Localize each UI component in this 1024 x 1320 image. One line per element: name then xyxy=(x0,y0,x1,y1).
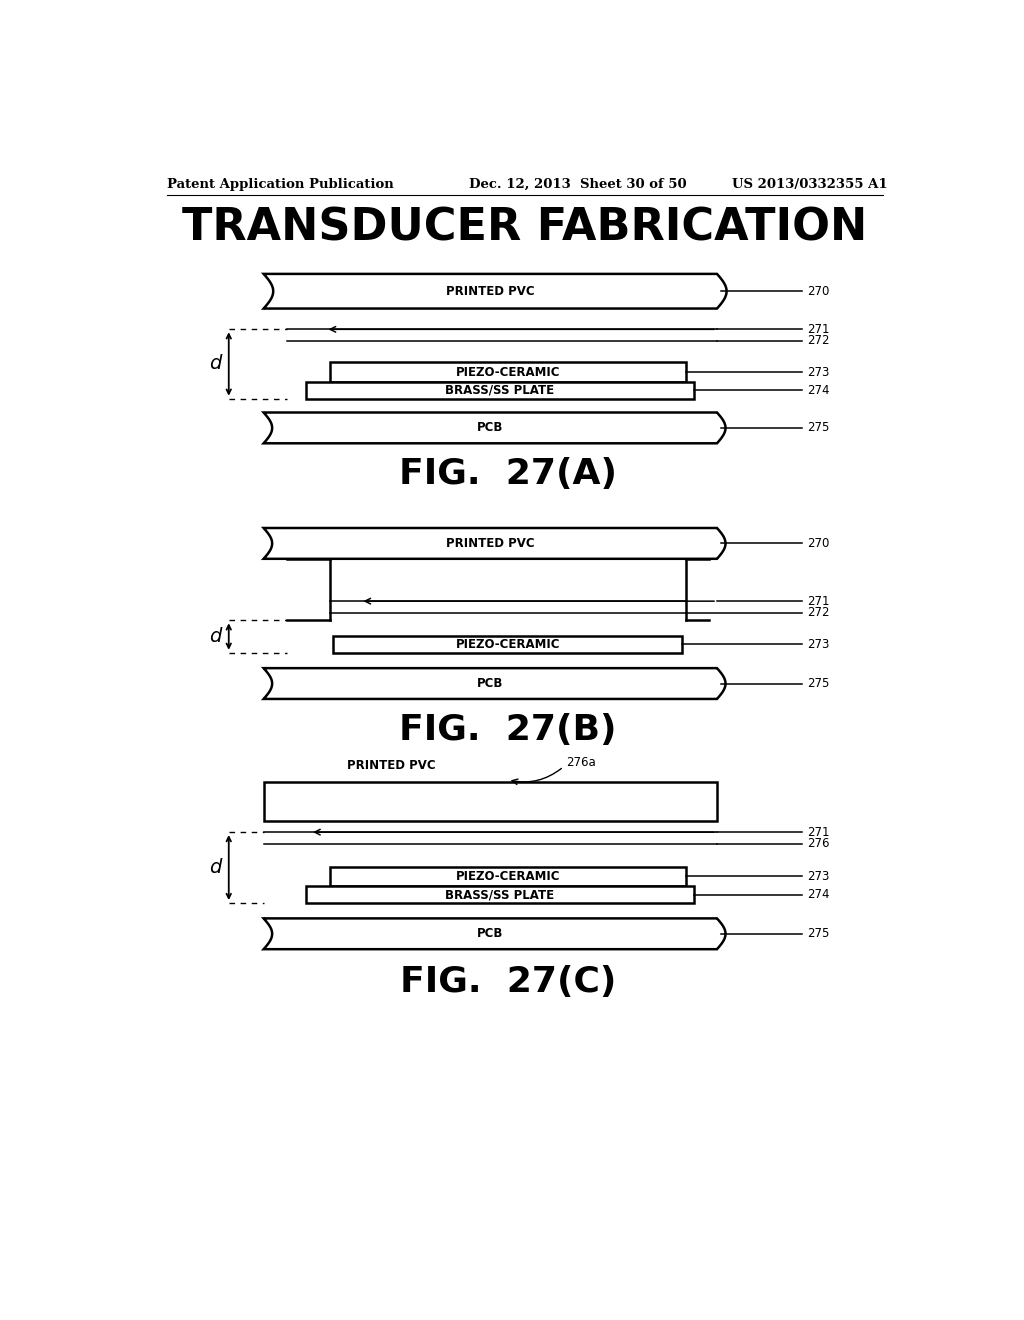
Text: PRINTED PVC: PRINTED PVC xyxy=(446,537,535,550)
Text: PRINTED PVC: PRINTED PVC xyxy=(446,285,535,298)
Text: PIEZO-CERAMIC: PIEZO-CERAMIC xyxy=(456,870,560,883)
Text: 274: 274 xyxy=(807,888,829,902)
Bar xyxy=(330,363,686,381)
Text: PIEZO-CERAMIC: PIEZO-CERAMIC xyxy=(456,366,560,379)
Text: Dec. 12, 2013  Sheet 30 of 50: Dec. 12, 2013 Sheet 30 of 50 xyxy=(469,178,687,190)
Text: PRINTED PVC: PRINTED PVC xyxy=(347,759,436,772)
Text: 275: 275 xyxy=(807,927,829,940)
Text: 273: 273 xyxy=(807,638,829,651)
Text: PIEZO-CERAMIC: PIEZO-CERAMIC xyxy=(456,638,560,651)
Text: FIG.  27(A): FIG. 27(A) xyxy=(398,457,616,491)
Text: d: d xyxy=(209,627,221,645)
Text: d: d xyxy=(209,355,221,374)
Text: d: d xyxy=(209,858,221,876)
Text: 274: 274 xyxy=(807,384,829,397)
Text: 273: 273 xyxy=(807,366,829,379)
Polygon shape xyxy=(263,528,726,558)
Text: PCB: PCB xyxy=(477,677,504,690)
Text: 276a: 276a xyxy=(566,756,596,770)
Text: 275: 275 xyxy=(807,677,829,690)
Text: FIG.  27(C): FIG. 27(C) xyxy=(399,965,616,999)
Text: 271: 271 xyxy=(807,323,829,335)
Text: 273: 273 xyxy=(807,870,829,883)
Text: 272: 272 xyxy=(807,334,829,347)
Text: BRASS/SS PLATE: BRASS/SS PLATE xyxy=(445,384,555,397)
Polygon shape xyxy=(263,668,726,700)
Text: 272: 272 xyxy=(807,606,829,619)
Bar xyxy=(306,886,693,903)
Bar xyxy=(330,867,686,886)
Text: 271: 271 xyxy=(807,594,829,607)
Bar xyxy=(334,636,682,653)
Text: 275: 275 xyxy=(807,421,829,434)
Text: 276: 276 xyxy=(807,837,829,850)
Polygon shape xyxy=(263,275,727,309)
Text: FIG.  27(B): FIG. 27(B) xyxy=(399,713,616,747)
Polygon shape xyxy=(263,412,726,444)
Text: 271: 271 xyxy=(807,825,829,838)
Bar xyxy=(306,381,693,399)
Text: BRASS/SS PLATE: BRASS/SS PLATE xyxy=(445,888,555,902)
Text: PCB: PCB xyxy=(477,927,504,940)
Text: 270: 270 xyxy=(807,537,829,550)
Polygon shape xyxy=(263,919,726,949)
Text: TRANSDUCER FABRICATION: TRANSDUCER FABRICATION xyxy=(182,206,867,249)
Text: PCB: PCB xyxy=(477,421,504,434)
Text: US 2013/0332355 A1: US 2013/0332355 A1 xyxy=(732,178,888,190)
Text: 270: 270 xyxy=(807,285,829,298)
Bar xyxy=(263,781,717,821)
Text: Patent Application Publication: Patent Application Publication xyxy=(167,178,393,190)
